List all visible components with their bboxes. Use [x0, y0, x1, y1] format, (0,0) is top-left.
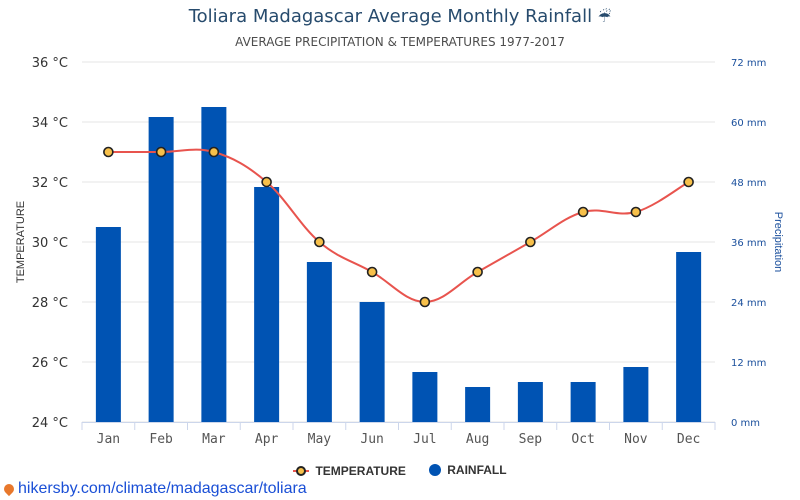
x-tick-label: Jan [97, 432, 120, 447]
y-tick-label-right: 72 mm [731, 58, 766, 69]
temperature-point [525, 236, 536, 248]
temperature-point [103, 146, 114, 158]
y-tick-label-right: 36 mm [731, 238, 766, 249]
temperature-point [314, 236, 325, 248]
x-tick-label: Aug [466, 432, 489, 447]
x-tick-label: Dec [677, 432, 700, 447]
rainfall-bar [517, 382, 543, 422]
rainfall-bar [95, 227, 121, 422]
y-tick-label-left: 34 °C [32, 116, 68, 131]
y-axis-title-left: TEMPERATURE [15, 201, 27, 283]
temperature-point [419, 296, 431, 308]
x-tick-label: Jul [413, 432, 436, 447]
legend-item-rainfall[interactable]: RAINFALL [429, 463, 507, 477]
source-link-text: hikersby.com/climate/madagascar/toliara [18, 480, 307, 497]
legend-label-rainfall: RAINFALL [447, 463, 507, 477]
rainfall-bar [412, 372, 438, 422]
x-tick-label: Feb [149, 432, 173, 447]
legend-label-temperature: TEMPERATURE [315, 464, 406, 478]
y-tick-label-right: 60 mm [731, 118, 766, 129]
temperature-point [577, 206, 589, 218]
y-tick-label-left: 26 °C [32, 356, 68, 371]
chart-title-text: Toliara Madagascar Average Monthly Rainf… [188, 6, 593, 27]
chart-subtitle: AVERAGE PRECIPITATION & TEMPERATURES 197… [235, 35, 565, 49]
rainfall-bar [623, 367, 649, 422]
x-tick-label: Mar [202, 432, 226, 447]
rainfall-legend-marker [429, 464, 442, 476]
temperature-point [208, 146, 220, 158]
rainfall-bar [306, 262, 332, 422]
y-tick-label-right: 24 mm [731, 298, 766, 309]
temperature-point [366, 266, 378, 278]
rainfall-bar [359, 302, 385, 422]
y-tick-label-left: 24 °C [32, 416, 68, 431]
x-tick-label: Sep [519, 432, 543, 447]
rainfall-bar [570, 382, 596, 422]
temperature-point [261, 176, 272, 188]
y-tick-label-left: 36 °C [32, 56, 68, 71]
rainfall-bar [465, 387, 491, 422]
source-link[interactable]: hikersby.com/climate/madagascar/toliara [1, 480, 307, 498]
y-tick-label-right: 12 mm [731, 358, 766, 369]
temperature-legend-marker [293, 466, 310, 476]
rainfall-bar [676, 252, 702, 422]
temperature-line [108, 148, 690, 304]
x-tick-label: Nov [624, 432, 648, 447]
rainfall-bar [254, 187, 280, 422]
rainfall-bar [201, 107, 227, 422]
x-tick-label: Apr [255, 432, 279, 447]
temperature-point [155, 146, 167, 158]
rainfall-bar [148, 117, 174, 422]
temperature-point [472, 266, 483, 278]
umbrella-icon: ☔ [597, 8, 612, 26]
y-axis-title-right: Precipitation [772, 212, 784, 273]
y-tick-label-left: 30 °C [32, 236, 68, 251]
x-tick-label: May [308, 432, 332, 447]
chart-legend: TEMPERATURE RAINFALL [0, 463, 800, 479]
legend-item-temperature[interactable]: TEMPERATURE [293, 464, 406, 478]
rainfall-temperature-chart: 24 °C 0 mm 26 °C 12 mm 28 °C 24 mm 30 °C 36 mm 3… [15, 56, 784, 447]
location-pin-icon [1, 481, 17, 497]
x-tick-label: Jun [360, 432, 383, 447]
temperature-point [683, 176, 694, 188]
y-tick-label-left: 28 °C [32, 296, 68, 311]
y-tick-label-right: 0 mm [731, 418, 760, 429]
temperature-point [630, 206, 642, 218]
y-tick-label-left: 32 °C [32, 176, 68, 191]
x-tick-label: Oct [571, 432, 594, 447]
y-tick-label-right: 48 mm [731, 178, 766, 189]
chart-title: Toliara Madagascar Average Monthly Rainf… [0, 6, 800, 27]
